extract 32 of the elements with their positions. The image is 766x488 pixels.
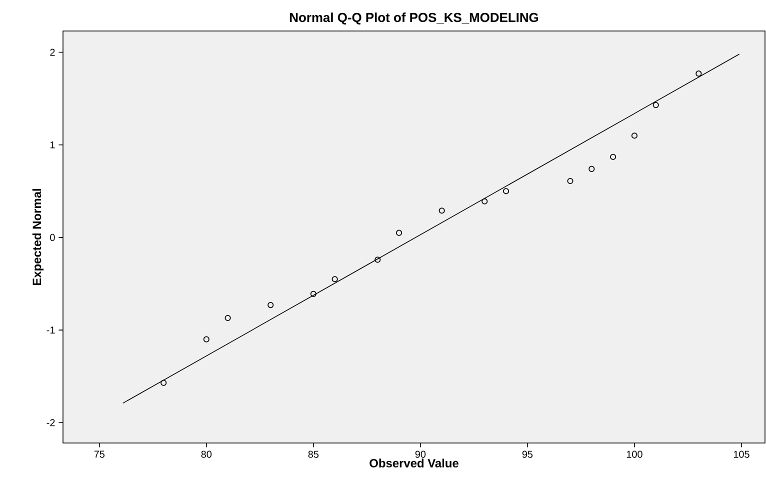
point (588, 166, 595, 172)
x-tick-label: 100 (626, 450, 642, 458)
x-tick-label: 80 (201, 450, 212, 458)
y-tick-label: -1 (46, 326, 55, 334)
point (332, 276, 338, 282)
x-tick-label: 105 (734, 450, 750, 458)
point (502, 188, 510, 194)
point (203, 336, 210, 342)
point (696, 70, 702, 77)
point (438, 208, 445, 214)
point (631, 132, 638, 139)
y-tick-label: 2 (50, 48, 55, 56)
point (482, 198, 488, 204)
point (610, 154, 616, 160)
y-axis-title: Expected Normal (32, 189, 44, 286)
point (567, 178, 574, 184)
y-tick-label: 0 (50, 234, 55, 241)
point (374, 256, 381, 263)
x-tick-label: 85 (308, 450, 319, 458)
point (396, 230, 402, 236)
x-tick-label: 90 (415, 450, 426, 458)
y-tick-label: -2 (46, 419, 55, 426)
point (310, 290, 316, 297)
point (268, 302, 274, 308)
x-tick-label: 75 (94, 450, 105, 458)
x-tick-label: 95 (522, 450, 533, 458)
point (652, 102, 659, 108)
point (160, 380, 167, 386)
chart-title: Normal Q-Q Plot of POS_KS_MODELING (290, 12, 538, 24)
x-axis-title: Observed Value (370, 458, 458, 468)
y-tick-label: 1 (50, 141, 55, 148)
point (224, 314, 231, 322)
